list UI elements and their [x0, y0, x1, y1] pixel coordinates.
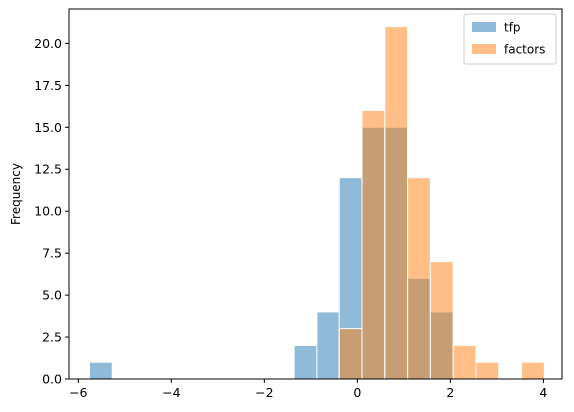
histogram-bars — [88, 26, 545, 380]
x-tick-label-2: −2 — [255, 385, 273, 400]
legend-swatch-tfp — [472, 22, 496, 32]
bar-factors-7 — [521, 361, 545, 380]
y-tick-label-0: 0.0 — [42, 372, 62, 387]
bar-factors-0 — [338, 328, 363, 380]
y-tick-label-4: 10.0 — [34, 204, 62, 219]
bar-factors-3 — [407, 177, 431, 380]
x-tick-label-0: −6 — [69, 385, 87, 400]
y-tick-label-8: 20.0 — [34, 36, 62, 51]
plot-frame — [68, 8, 563, 380]
bar-tfp-2 — [316, 311, 340, 380]
x-tick-label-3: 0 — [353, 385, 361, 400]
bar-factors-6 — [475, 361, 500, 380]
bar-factors-1 — [361, 110, 386, 380]
bar-factors-5 — [452, 344, 477, 380]
y-tick-label-6: 15.0 — [34, 120, 62, 135]
y-tick-label-7: 17.5 — [34, 78, 62, 93]
y-tick-label-1: 2.5 — [42, 330, 62, 345]
legend: tfp factors — [463, 13, 557, 65]
x-tick-label-4: 2 — [446, 385, 454, 400]
y-tick-label-3: 7.5 — [42, 246, 62, 261]
bar-tfp-1 — [293, 344, 318, 380]
bar-tfp-0 — [88, 361, 113, 380]
y-tick-label-2: 5.0 — [42, 288, 62, 303]
y-axis: 0.0 2.5 5.0 7.5 10.0 12.5 15.0 17.5 20.0 — [34, 36, 69, 387]
legend-label-tfp: tfp — [504, 21, 521, 35]
y-tick-label-5: 12.5 — [34, 162, 62, 177]
y-axis-label: Frequency — [9, 163, 23, 225]
legend-swatch-factors — [472, 44, 496, 54]
x-tick-label-5: 4 — [539, 385, 547, 400]
x-tick-label-1: −4 — [162, 385, 180, 400]
x-axis: −6 −4 −2 0 2 4 — [69, 379, 547, 400]
bar-factors-2 — [384, 26, 409, 380]
legend-label-factors: factors — [504, 43, 545, 57]
bar-factors-4 — [429, 261, 454, 380]
